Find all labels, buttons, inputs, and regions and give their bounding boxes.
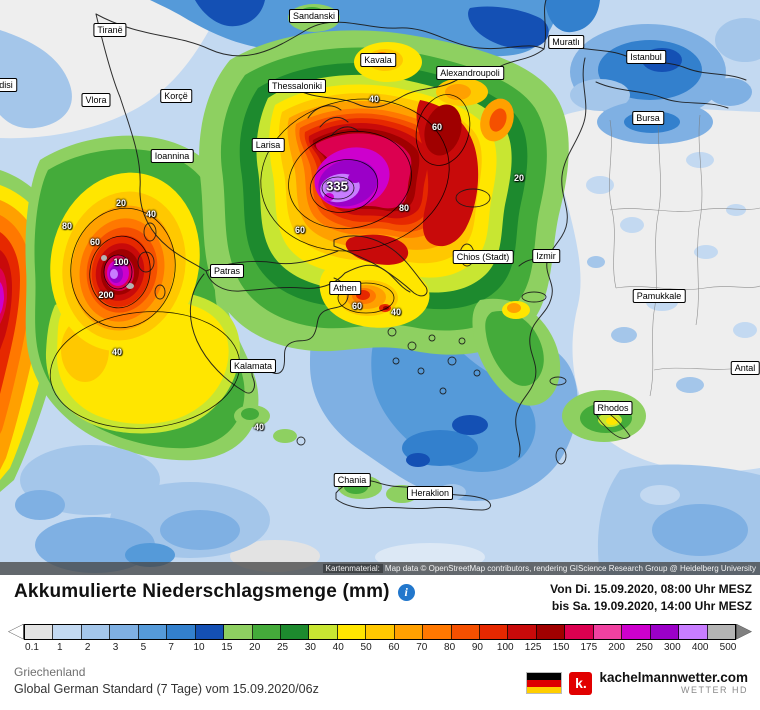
scale-segment [508,624,537,639]
scale-segment [25,624,54,639]
scale-label: 100 [496,641,514,653]
flag-stripe [527,673,562,680]
scale-label: 2 [84,641,91,653]
info-icon[interactable]: i [397,583,415,601]
color-scale [8,623,752,640]
scale-segment [366,624,395,639]
scale-segment [224,624,253,639]
scale-label-row: 0.1 1 2 3 5 7 10 15 20 25 30 40 50 60 70 80 90 100 125 150 1… [25,641,736,655]
map-attribution: Kartenmaterial: Map data © OpenStreetMap … [0,562,760,575]
weather-map[interactable]: 335 200 100 80 60 40 20 40 40 40 60 80 60 60 40 20 Tira… [0,0,760,575]
attribution-text: Map data © OpenStreetMap contributors, r… [384,564,756,573]
legend-footer: Akkumulierte Niederschlagsmenge (mm) i V… [0,575,760,710]
model-info: Global German Standard (7 Tage) vom 15.0… [14,681,319,696]
scale-label: 30 [304,641,316,653]
scale-label: 1 [57,641,63,653]
scale-label: 150 [552,641,570,653]
period-from: Von Di. 15.09.2020, 08:00 Uhr MESZ [550,582,752,596]
scale-segment [622,624,651,639]
scale-segment [707,624,735,639]
scale-label: 175 [580,641,598,653]
scale-segment [650,624,680,639]
brand-block: k. kachelmannwetter.com WETTER HD [526,669,748,696]
page-title: Akkumulierte Niederschlagsmenge (mm) [14,581,390,602]
scale-segment [679,624,708,639]
scale-label: 90 [471,641,483,653]
scale-segment [53,624,82,639]
scale-segment [593,624,623,639]
scale-segment [252,624,281,639]
scale-segment [536,624,566,639]
scale-label: 15 [221,641,233,653]
brand-logo[interactable]: k. [569,671,593,695]
period-to: bis Sa. 19.09.2020, 14:00 Uhr MESZ [551,598,752,613]
scale-segment [167,624,196,639]
flag-stripe [527,679,562,687]
scale-label: 40 [332,641,344,653]
scale-segment [81,624,111,639]
model-block: Griechenland Global German Standard (7 T… [14,665,319,696]
scale-label: 60 [388,641,400,653]
scale-label: 0.1 [25,641,39,653]
scale-arrow-right [736,623,752,640]
scale-label: 10 [193,641,205,653]
scale-label: 20 [249,641,261,653]
scale-segment [280,624,310,639]
valid-period: Von Di. 15.09.2020, 08:00 Uhr MESZ bis S… [550,581,752,615]
scale-segment [337,624,367,639]
scale-label: 50 [360,641,372,653]
german-flag-icon [526,672,563,695]
scale-label: 125 [524,641,542,653]
scale-label: 3 [112,641,119,653]
scale-label: 500 [719,641,737,653]
scale-segment [565,624,594,639]
scale-label: 7 [168,641,174,653]
scale-segment [195,624,225,639]
scale-label: 25 [276,641,289,653]
scale-track [24,623,736,640]
scale-label: 70 [416,641,428,653]
brand-site: kachelmannwetter.com [599,669,748,685]
precipitation-field [0,0,760,575]
scale-segment [309,624,338,639]
attribution-prefix: Kartenmaterial: [322,564,383,573]
flag-stripe [527,686,562,694]
scale-label: 5 [140,641,147,653]
brand-subtitle: WETTER HD [681,684,748,695]
scale-segment [423,624,452,639]
scale-label: 300 [663,641,681,653]
scale-segment [394,624,424,639]
scale-segment [480,624,509,639]
scale-segment [138,624,168,639]
scale-label: 250 [636,641,653,653]
scale-arrow-left [8,623,24,640]
scale-segment [451,624,480,639]
scale-label: 80 [444,641,456,653]
scale-label: 200 [608,641,625,653]
region-label: Griechenland [14,664,86,679]
scale-segment [110,624,139,639]
scale-label: 400 [691,641,709,653]
